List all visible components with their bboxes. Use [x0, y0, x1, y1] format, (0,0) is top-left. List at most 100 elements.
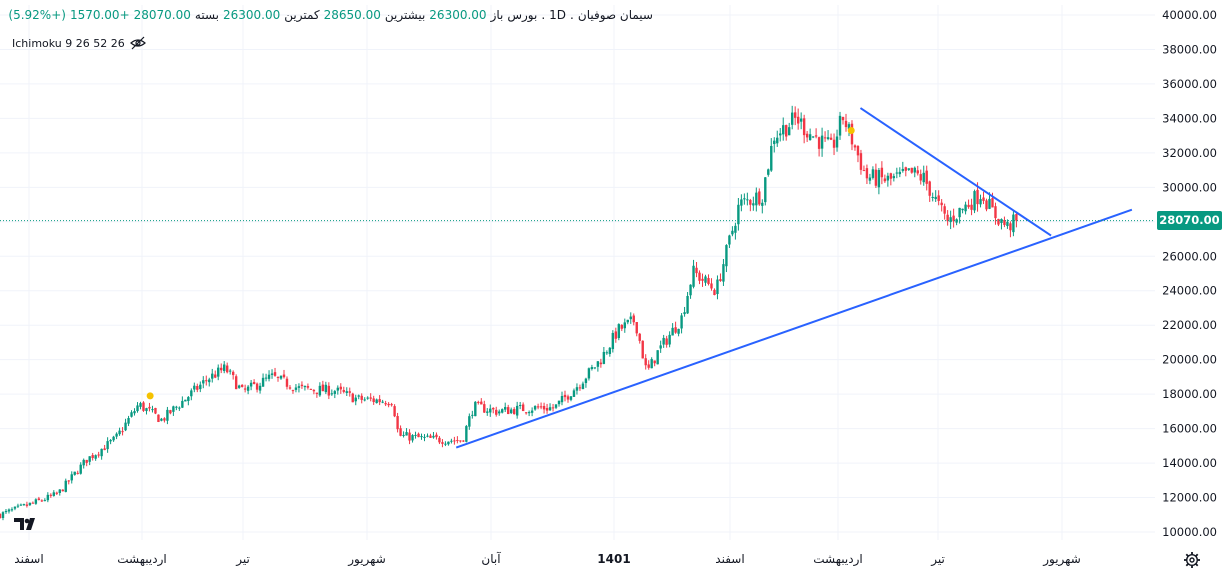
candle-body: [486, 411, 489, 413]
y-tick-label: 10000.00: [1162, 525, 1217, 539]
candle-body: [4, 510, 8, 513]
candle-body: [617, 324, 621, 339]
candle-body: [363, 399, 366, 401]
candle-body: [411, 435, 414, 441]
candle-body: [444, 443, 447, 445]
candle-body: [907, 168, 910, 170]
candle-body: [40, 500, 44, 502]
candle-body: [483, 404, 486, 413]
candle-body: [602, 351, 606, 364]
candle-body: [533, 406, 537, 410]
tradingview-logo-icon[interactable]: [12, 514, 40, 534]
candle-body: [889, 173, 893, 179]
candle-body: [1, 512, 5, 519]
y-tick-label: 20000.00: [1162, 353, 1217, 367]
candle-body: [931, 196, 934, 198]
candle-body: [572, 390, 576, 397]
candle-body: [37, 498, 41, 500]
gear-icon[interactable]: [1183, 551, 1201, 569]
candle-body: [994, 206, 997, 219]
candle-body: [267, 374, 271, 379]
candle-body: [357, 395, 360, 397]
candle-body: [749, 199, 752, 205]
candle-body: [348, 391, 351, 393]
candle-body: [309, 388, 313, 390]
interval[interactable]: 1D: [549, 8, 567, 22]
candle-body: [805, 133, 809, 138]
candle-body: [665, 338, 668, 345]
candle-body: [874, 169, 878, 186]
candle-body: [225, 365, 229, 373]
y-tick-label: 32000.00: [1162, 146, 1217, 160]
candle-body: [770, 145, 773, 171]
candle-body: [282, 374, 286, 378]
candle-body: [288, 387, 292, 389]
x-tick-label: اردیبهشت: [117, 552, 166, 567]
eye-hidden-icon[interactable]: [129, 35, 146, 51]
candle-body: [297, 386, 301, 388]
candle-body: [695, 267, 698, 274]
candle-body: [865, 168, 869, 179]
candle-body: [817, 137, 821, 149]
candle-body: [196, 386, 199, 390]
indicator-legend[interactable]: Ichimoku 9 26 52 26: [12, 35, 146, 51]
candle-body: [375, 399, 378, 404]
x-tick-label: اردیبهشت: [813, 552, 862, 567]
last-price-tag: 28070.00: [1157, 211, 1222, 231]
candle-body: [172, 406, 175, 412]
candle-body: [115, 433, 118, 437]
x-tick-label: تیر: [235, 552, 250, 567]
candle-body: [626, 319, 629, 323]
candle-body: [581, 383, 585, 390]
candle-body: [208, 379, 211, 383]
x-tick-label: شهریور: [347, 552, 386, 567]
candle-body: [779, 133, 782, 136]
candle-body: [982, 197, 985, 201]
candle-body: [43, 500, 47, 502]
candle-body: [345, 391, 348, 393]
candle-body: [847, 124, 851, 130]
candle-body: [58, 489, 61, 494]
candle-body: [246, 386, 250, 391]
candle-body: [862, 170, 866, 172]
candle-body: [1009, 223, 1012, 231]
candle-body: [650, 359, 653, 369]
y-axis: 10000.00 12000.00 14000.00 16000.00 18000.00…: [1162, 8, 1217, 539]
x-axis: اسفند اردیبهشت تیر شهریور آبان 1401 اسفند اردیب…: [14, 551, 1080, 567]
candle-body: [468, 416, 471, 427]
candle-body: [67, 480, 70, 482]
candle-body: [880, 167, 884, 178]
candle-body: [13, 506, 17, 509]
candle-body: [489, 408, 492, 413]
ohlc-header: سیمان صوفیان . 1D . بورس باز 26300.00 بیش…: [8, 8, 653, 22]
candle-body: [471, 414, 474, 416]
candle-body: [273, 372, 277, 376]
candle-body: [928, 181, 931, 196]
candle-body: [342, 390, 345, 392]
x-tick-label: اسفند: [715, 552, 744, 566]
candle-body: [405, 432, 408, 436]
candle-body: [608, 347, 612, 354]
candle-body: [557, 400, 561, 405]
candle-body: [722, 264, 725, 282]
candle-body: [796, 116, 800, 124]
candle-body: [838, 115, 842, 136]
candle-body: [465, 426, 468, 442]
candle-body: [599, 362, 603, 365]
candle-body: [223, 364, 226, 372]
candle-body: [237, 385, 241, 388]
candle-body: [333, 391, 337, 394]
candle-body: [826, 137, 830, 140]
candle-body: [979, 199, 982, 205]
trendlines[interactable]: [455, 107, 1133, 449]
symbol-name[interactable]: سیمان صوفیان: [577, 8, 653, 22]
candle-body: [587, 368, 591, 379]
candle-body: [563, 394, 567, 398]
candle-body: [378, 399, 381, 403]
candle-body: [184, 399, 187, 402]
candle-body: [940, 202, 943, 206]
x-tick-label: تیر: [930, 552, 945, 567]
open-value: 26300.00: [429, 8, 487, 22]
candle-body: [49, 494, 53, 496]
